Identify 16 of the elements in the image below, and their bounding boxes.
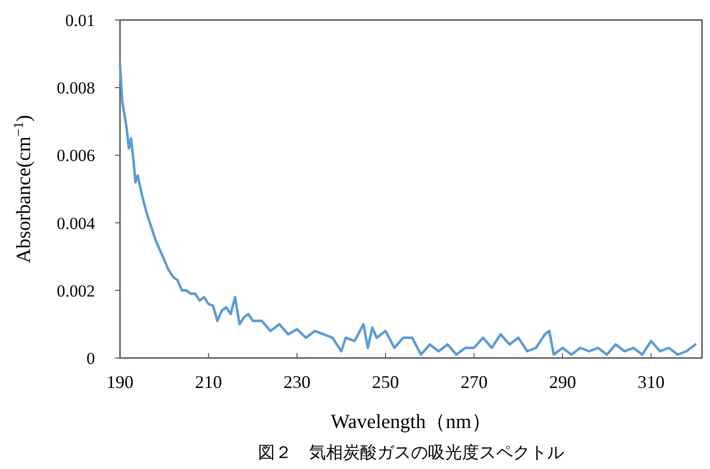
x-axis-title: Wavelength（nm） <box>330 411 492 433</box>
y-tick-label: 0 <box>86 349 95 368</box>
y-tick-label: 0.004 <box>56 214 96 233</box>
x-tick-label: 190 <box>106 372 134 392</box>
x-tick-label: 210 <box>195 372 222 392</box>
x-tick-label: 310 <box>638 372 665 392</box>
caption: 図２ 気相炭酸ガスの吸光度スペクトル <box>258 443 564 463</box>
y-tick-label: 0.006 <box>56 146 95 166</box>
x-tick-label: 290 <box>549 372 576 392</box>
x-tick-label: 250 <box>372 372 400 392</box>
x-tick-label: 270 <box>460 372 488 392</box>
y-tick-label: 0.008 <box>56 78 95 98</box>
y-tick-label: 0.002 <box>56 281 95 300</box>
line-series <box>118 62 697 356</box>
x-tick-label: 230 <box>284 372 311 392</box>
y-tick-label: 0.01 <box>65 11 95 30</box>
